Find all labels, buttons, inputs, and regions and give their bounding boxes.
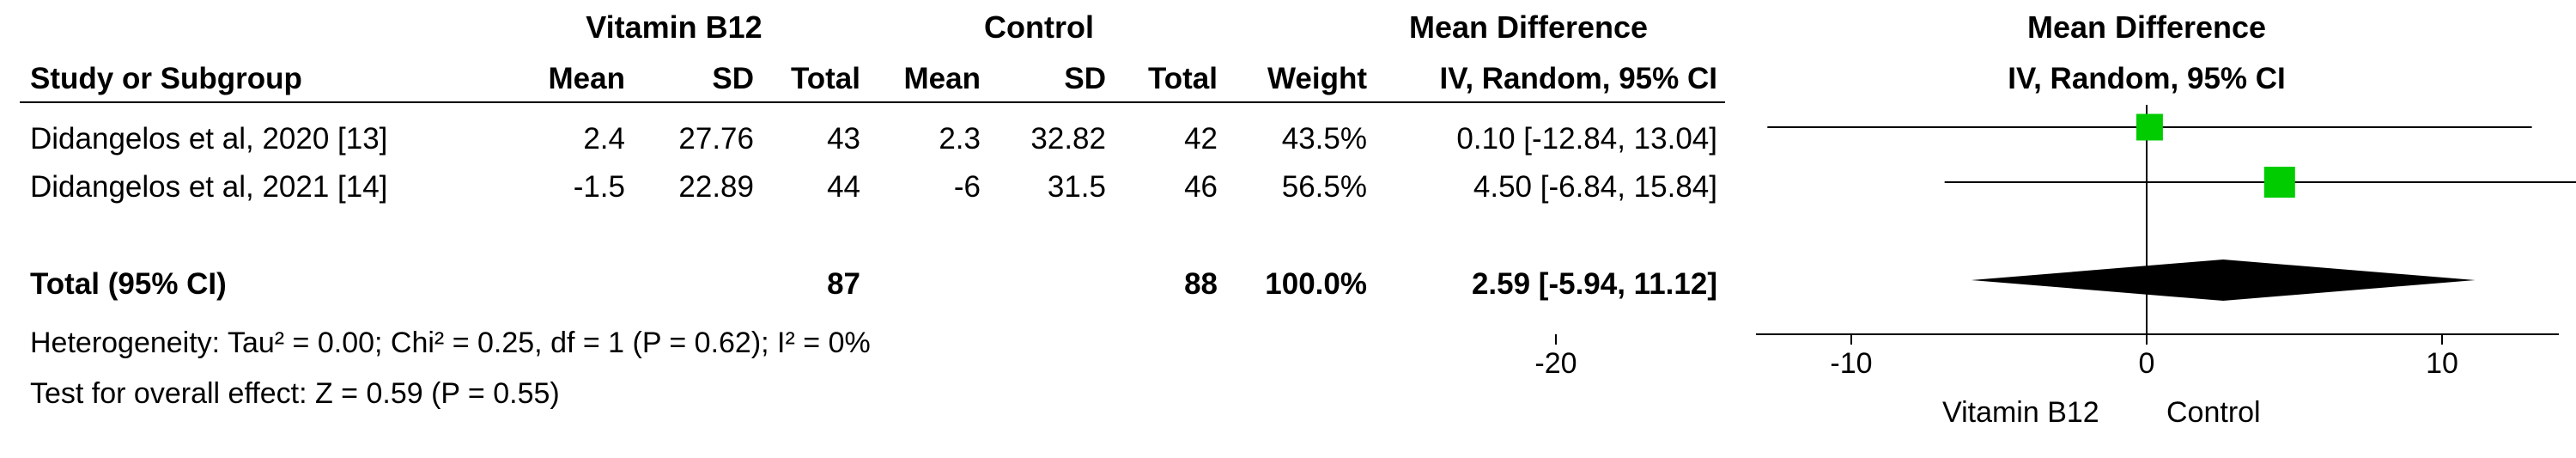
col-weight-header: Weight (1267, 62, 1367, 95)
total-total1: 87 (827, 267, 860, 301)
total-ci: 2.59 [-5.94, 11.12] (1471, 267, 1717, 301)
row-2-sd2: 31.5 (1047, 170, 1106, 204)
row-1-study: Didangelos et al, 2020 [13] (30, 122, 388, 156)
study-point-marker (2136, 113, 2163, 141)
x-tick-label: -10 (1830, 347, 1872, 380)
col-total2-header: Total (1147, 62, 1218, 95)
row-1-mean1: 2.4 (583, 122, 625, 156)
favours-left-label: Vitamin B12 (1942, 396, 2099, 429)
col-study-header: Study or Subgroup (30, 62, 302, 95)
favours-right-label: Control (2166, 396, 2261, 429)
col-sd1-header: SD (712, 62, 754, 95)
col-ci-header: IV, Random, 95% CI (1439, 62, 1717, 95)
row-2-ci: 4.50 [-6.84, 15.84] (1473, 170, 1717, 204)
col-total1-header: Total (790, 62, 860, 95)
row-1-mean2: 2.3 (939, 122, 981, 156)
row-2-sd1: 22.89 (678, 170, 754, 204)
col-mean1-header: Mean (548, 62, 625, 95)
plot-header-sub: IV, Random, 95% CI (2008, 62, 2286, 95)
total-label: Total (95% CI) (30, 267, 227, 301)
header-rule (20, 101, 1725, 103)
plot-header-top: Mean Difference (2026, 9, 2267, 45)
row-1-sd1: 27.76 (678, 122, 754, 156)
row-2-weight: 56.5% (1281, 170, 1367, 204)
row-1-weight: 43.5% (1281, 122, 1367, 156)
total-weight: 100.0% (1265, 267, 1367, 301)
heterogeneity-note: Heterogeneity: Tau² = 0.00; Chi² = 0.25,… (30, 327, 871, 359)
row-2-mean1: -1.5 (573, 170, 625, 204)
total-total2: 88 (1184, 267, 1218, 301)
col-sd2-header: SD (1064, 62, 1106, 95)
x-tick-label: 10 (2426, 347, 2458, 380)
group2-header: Control (984, 9, 1094, 45)
row-2-study: Didangelos et al, 2021 [14] (30, 170, 388, 204)
x-tick-label: 0 (2139, 347, 2155, 380)
row-2-total2: 46 (1184, 170, 1218, 204)
row-1-sd2: 32.82 (1030, 122, 1106, 156)
col-mean2-header: Mean (903, 62, 981, 95)
row-1-ci: 0.10 [-12.84, 13.04] (1456, 122, 1717, 156)
study-point-marker (2263, 167, 2295, 198)
md-header-top: Mean Difference (1408, 9, 1649, 45)
group1-header: Vitamin B12 (586, 9, 762, 45)
overall-effect-note: Test for overall effect: Z = 0.59 (P = 0… (30, 377, 560, 410)
row-1-total2: 42 (1184, 122, 1218, 156)
row-1-total1: 43 (827, 122, 860, 156)
pooled-estimate-diamond (1971, 260, 2476, 301)
row-2-total1: 44 (827, 170, 860, 204)
x-tick-label: -20 (1534, 347, 1577, 380)
row-2-mean2: -6 (953, 170, 981, 204)
